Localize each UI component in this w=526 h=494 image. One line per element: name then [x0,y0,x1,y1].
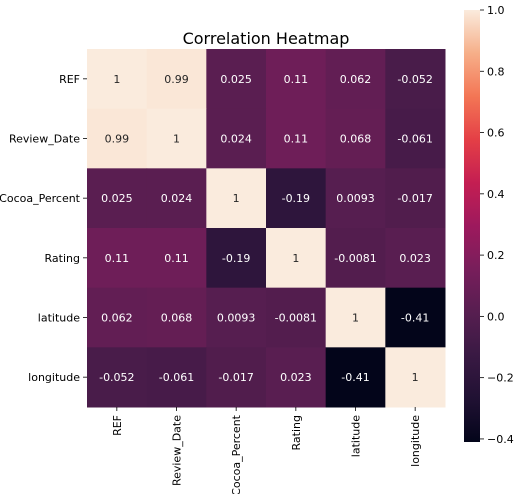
x-tick-label-2: Cocoa_Percent [230,414,243,494]
colorbar-tick-label-5: 0.0 [487,310,505,323]
heatmap-cell-label-1-5: -0.061 [397,133,432,146]
heatmap-cell-label-1-4: 0.068 [340,133,372,146]
colorbar-tick-label-6: −0.2 [487,372,514,385]
colorbar-tick-label-0: 1.0 [487,4,505,17]
heatmap-cell-label-1-3: 0.11 [284,133,309,146]
heatmap-cell-label-5-2: -0.017 [218,371,253,384]
colorbar: 1.0 0.8 0.6 0.4 0.2 0.0 −0.2 −0.4 [464,4,514,446]
heatmap-cell-label-3-1: 0.11 [164,252,189,265]
x-axis: REF Review_Date Cocoa_Percent Rating latitud… [111,407,422,494]
chart-title: Correlation Heatmap [183,29,350,48]
heatmap-cell-label-4-2: 0.0093 [217,312,256,325]
heatmap-cell-label-5-5: 1 [412,371,419,384]
heatmap-cell-label-3-5: 0.023 [399,252,431,265]
heatmap-cell-label-4-1: 0.068 [161,312,193,325]
y-tick-label-0: REF [59,73,80,86]
y-tick-label-2: Cocoa_Percent [0,192,81,205]
heatmap-cell-label-5-0: -0.052 [99,371,134,384]
heatmap-cell-label-0-2: 0.025 [220,73,252,86]
heatmap-cell-label-0-3: 0.11 [284,73,309,86]
heatmap-cell-label-2-1: 0.024 [161,192,193,205]
heatmap-cell-label-3-0: 0.11 [105,252,130,265]
x-tick-label-5: longitude [409,415,422,467]
colorbar-tick-label-1: 0.8 [487,65,505,78]
heatmap-cell-label-5-1: -0.061 [159,371,194,384]
heatmap-cell-label-0-0: 1 [113,73,120,86]
x-tick-label-3: Rating [290,415,303,450]
heatmap-cell-label-3-4: -0.0081 [334,252,376,265]
x-tick-label-1: Review_Date [171,415,184,486]
heatmap-cell-label-1-0: 0.99 [105,133,130,146]
heatmap-cells [87,49,446,408]
heatmap-cell-label-4-0: 0.062 [101,312,133,325]
heatmap-cell-label-2-2: 1 [233,192,240,205]
heatmap-cell-label-2-4: 0.0093 [336,192,375,205]
colorbar-tick-label-2: 0.6 [487,127,505,140]
y-tick-label-3: Rating [45,252,80,265]
heatmap-cell-label-0-5: -0.052 [397,73,432,86]
heatmap-cell-label-5-4: -0.41 [341,371,369,384]
x-tick-label-0: REF [111,415,124,436]
colorbar-gradient [464,10,480,442]
heatmap-cell-label-2-5: -0.017 [397,192,432,205]
heatmap-cell-label-3-2: -0.19 [222,252,250,265]
heatmap-cell-label-5-3: 0.023 [280,371,312,384]
heatmap-cell-label-0-4: 0.062 [340,73,372,86]
colorbar-tick-label-3: 0.4 [487,188,505,201]
y-axis: REF Review_Date Cocoa_Percent Rating latitud… [0,73,87,384]
colorbar-tick-label-7: −0.4 [487,433,514,446]
y-tick-label-1: Review_Date [9,133,80,146]
heatmap-cell-label-0-1: 0.99 [164,73,189,86]
heatmap-cell-label-4-5: -0.41 [401,312,429,325]
heatmap-cell-label-1-1: 1 [173,133,180,146]
heatmap-cell-label-3-3: 1 [292,252,299,265]
heatmap-cell-label-1-2: 0.024 [220,133,252,146]
heatmap-cell-label-2-0: 0.025 [101,192,133,205]
y-tick-label-5: longitude [28,371,80,384]
colorbar-tick-label-4: 0.2 [487,249,505,262]
heatmap-cell-label-4-3: -0.0081 [275,312,317,325]
x-tick-label-4: latitude [350,415,363,457]
heatmap-cell-label-2-3: -0.19 [282,192,310,205]
heatmap-cell-label-4-4: 1 [352,312,359,325]
y-tick-label-4: latitude [38,312,80,325]
